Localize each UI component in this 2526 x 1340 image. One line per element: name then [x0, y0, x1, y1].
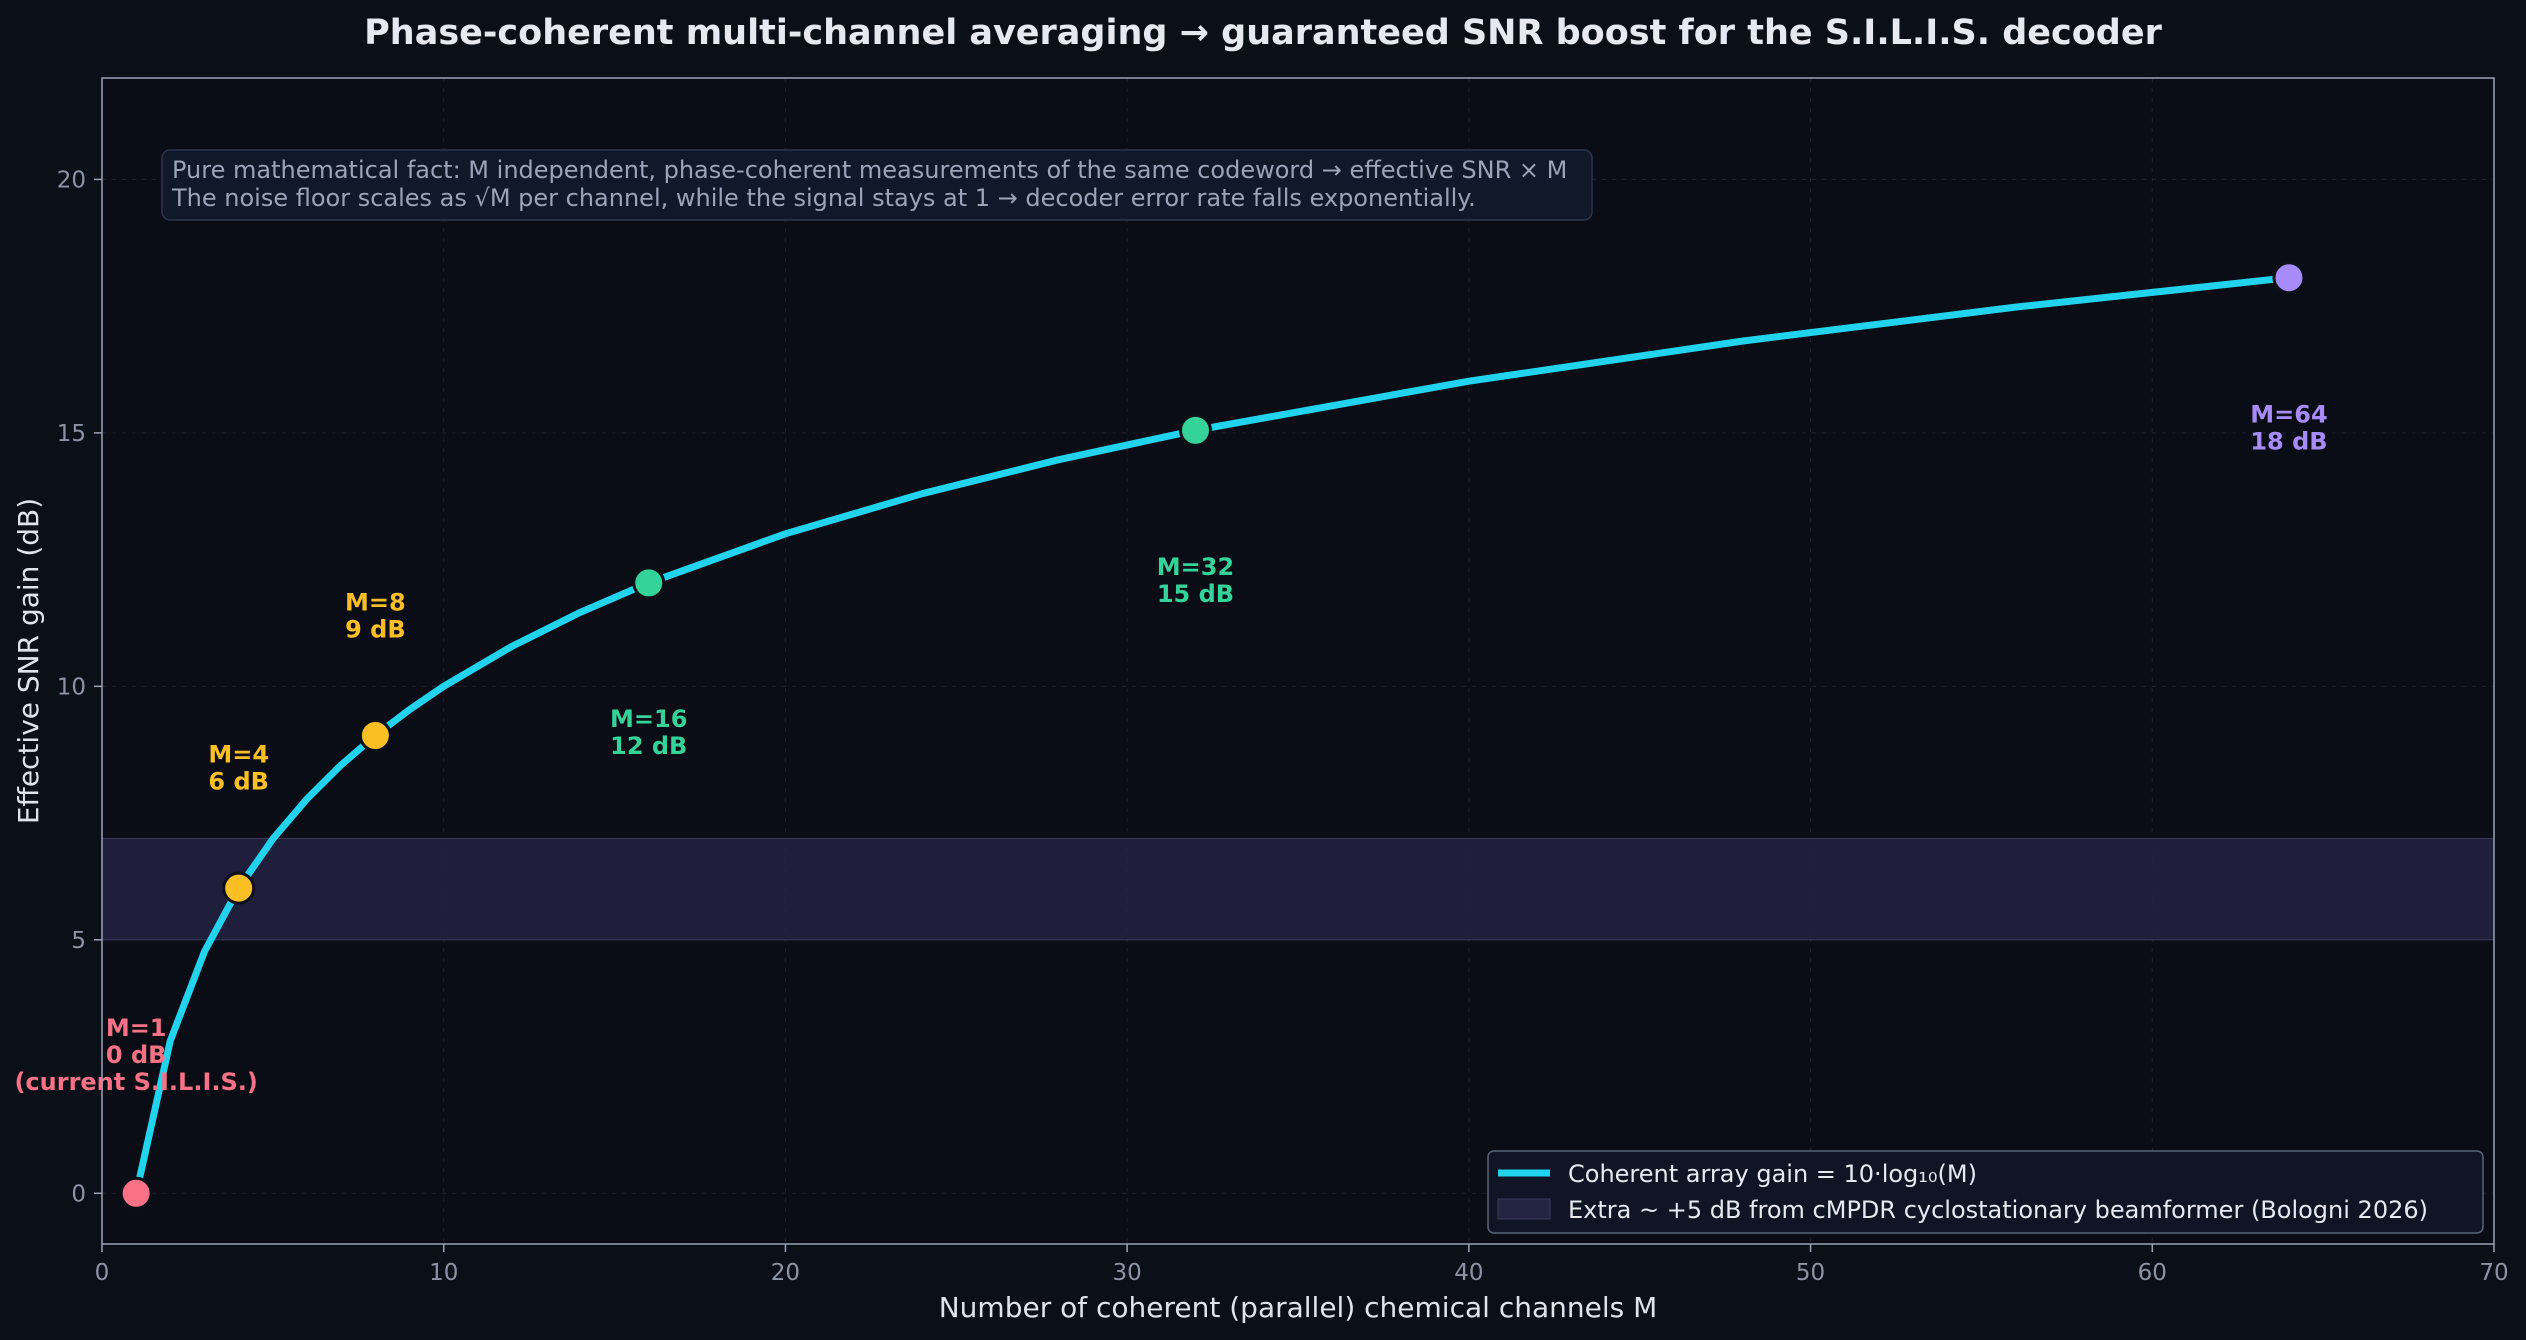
point-markers [119, 261, 2306, 1210]
marker-m16 [632, 566, 666, 600]
x-tick-label: 20 [771, 1260, 800, 1286]
annotation-m4: M=4 6 dB [208, 740, 269, 795]
legend-entry-curve: Coherent array gain = 10·log₁₀(M) [1568, 1160, 1977, 1188]
marker-m64 [2272, 261, 2306, 295]
x-tick-label: 40 [1454, 1260, 1483, 1286]
marker-m32 [1178, 413, 1212, 447]
marker-m1 [119, 1176, 153, 1210]
note-line-2: The noise floor scales as √M per channel… [171, 184, 1476, 212]
annotation-m1: M=1 0 dB (current S.I.L.I.S.) [14, 1014, 257, 1096]
plot-area [102, 78, 2494, 1244]
legend: Coherent array gain = 10·log₁₀(M) Extra … [1487, 1150, 2484, 1234]
x-tick-label: 60 [2138, 1260, 2167, 1286]
x-tick-label: 50 [1796, 1260, 1825, 1286]
plot-frame [101, 77, 2495, 1245]
x-tick-label: 0 [95, 1260, 110, 1286]
x-tick-label: 10 [429, 1260, 458, 1286]
legend-band-swatch [1497, 1198, 1551, 1220]
legend-entry-band: Extra ~ +5 dB from cMPDR cyclostationary… [1568, 1196, 2428, 1224]
gain-curve [132, 274, 2293, 1197]
annotation-m32: M=32 15 dB [1157, 553, 1234, 608]
marker-m8 [358, 719, 392, 753]
chart-title: Phase-coherent multi-channel averaging →… [364, 13, 2162, 53]
note-box: Pure mathematical fact: M independent, p… [161, 149, 1593, 221]
annotation-m8: M=8 9 dB [345, 588, 406, 643]
x-axis-label: Number of coherent (parallel) chemical c… [939, 1291, 1658, 1324]
annotation-m16: M=16 12 dB [610, 705, 687, 760]
x-tick-label: 70 [2479, 1260, 2508, 1286]
y-tick-label: 20 [57, 167, 86, 193]
legend-box [1487, 1150, 2484, 1234]
y-tick-label: 0 [71, 1181, 86, 1207]
y-tick-label: 5 [71, 928, 86, 954]
point-annotations: M=1 0 dB (current S.I.L.I.S.) M=4 6 dB M=8 9 d… [14, 401, 2327, 1096]
annotation-m64: M=64 18 dB [2250, 401, 2327, 456]
x-tick-label: 30 [1113, 1260, 1142, 1286]
y-tick-label: 10 [57, 674, 86, 700]
note-line-1: Pure mathematical fact: M independent, p… [172, 156, 1567, 184]
beamformer-band [101, 837, 2495, 941]
y-axis-label: Effective SNR gain (dB) [12, 498, 45, 824]
axis-ticks: 0 10 20 30 40 50 60 70 0 5 10 15 20 [57, 167, 2509, 1286]
marker-m4 [222, 871, 256, 905]
y-tick-label: 15 [57, 421, 86, 447]
